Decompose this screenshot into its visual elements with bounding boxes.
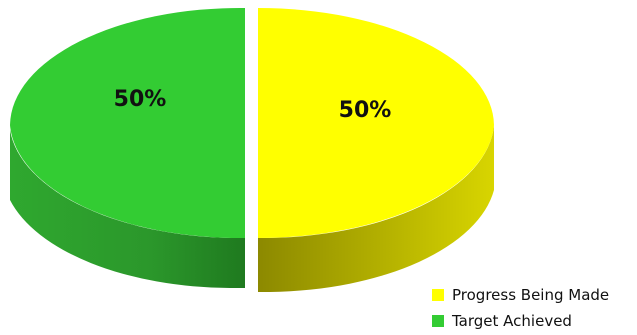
legend: Progress Being Made Target Achieved — [432, 282, 609, 334]
slice-top-progress-being-made — [258, 7, 494, 239]
slice-side-progress-being-made — [258, 125, 494, 292]
legend-swatch-target-achieved — [432, 315, 444, 327]
data-label-target-achieved: 50% — [114, 87, 167, 112]
legend-label-target-achieved: Target Achieved — [452, 312, 572, 330]
slice-progress-being-made: 50% — [258, 7, 494, 292]
slice-side-target-achieved — [10, 130, 245, 288]
legend-label-progress-being-made: Progress Being Made — [452, 286, 610, 304]
slice-target-achieved: 50% — [10, 7, 245, 288]
legend-item-target-achieved: Target Achieved — [432, 308, 609, 334]
legend-swatch-progress-being-made — [432, 289, 444, 301]
slice-top-target-achieved — [10, 7, 245, 239]
legend-item-progress-being-made: Progress Being Made — [432, 282, 609, 308]
data-label-progress-being-made: 50% — [339, 98, 392, 123]
